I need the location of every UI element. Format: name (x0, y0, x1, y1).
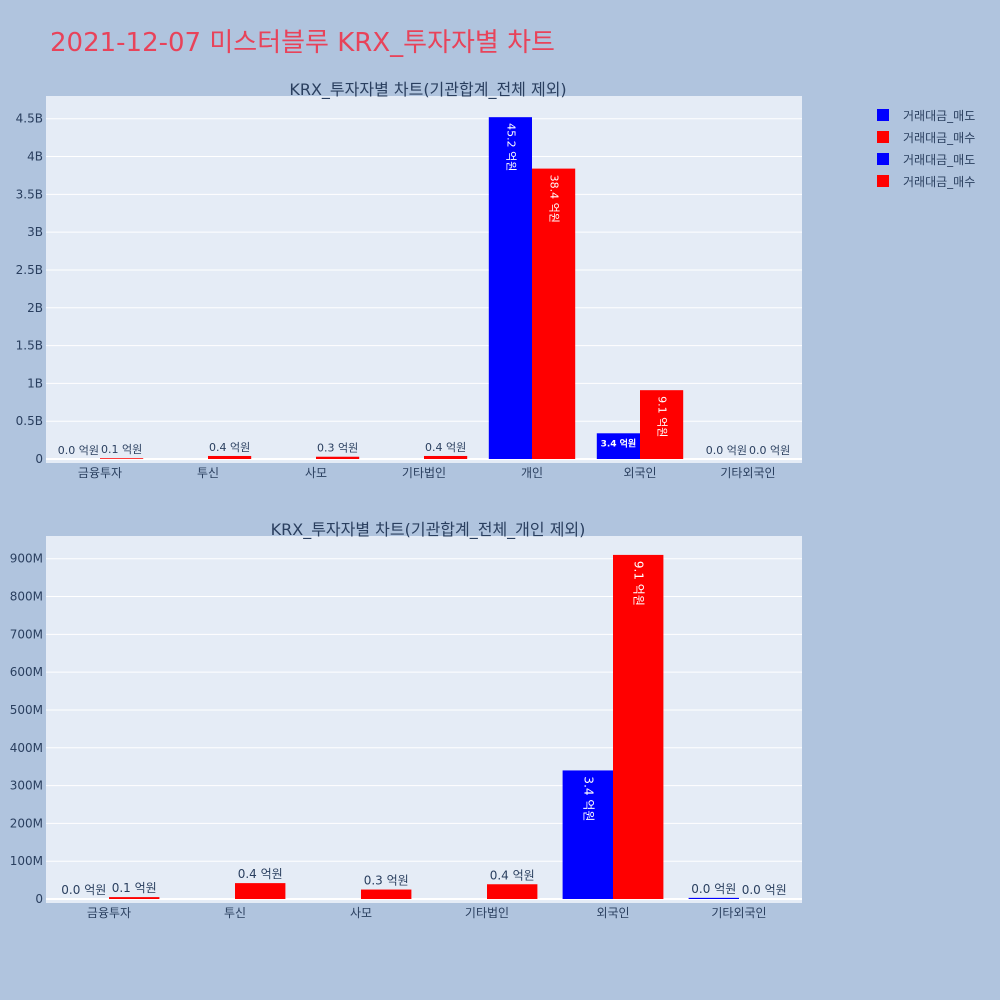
y-tick-label: 4.5B (16, 112, 43, 126)
legend-label: 거래대금_매수 (903, 131, 975, 145)
y-tick-label: 1B (27, 376, 43, 390)
legend-label: 거래대금_매수 (903, 175, 975, 189)
bar-buy (316, 456, 360, 459)
bar-buy (487, 884, 538, 899)
bar-buy (109, 897, 160, 899)
x-tick-label: 기타외국인 (720, 466, 775, 480)
bar-value-label: 0.4 억원 (238, 867, 283, 881)
bar-value-label: 0.3 억원 (317, 442, 358, 455)
bar-sell (488, 117, 532, 460)
bar-buy (532, 168, 576, 459)
chart-title: KRX_투자자별 차트(기관합계_전체 제외) (289, 80, 566, 100)
x-tick-label: 외국인 (596, 906, 629, 920)
bar-value-label: 3.4 억원 (581, 776, 595, 821)
bar-buy (235, 883, 286, 899)
bar-value-label: 0.0 억원 (742, 883, 787, 897)
y-tick-label: 200M (10, 816, 43, 830)
bar-value-label: 3.4 억원 (601, 437, 637, 449)
y-tick-label: 800M (10, 590, 43, 604)
y-tick-label: 700M (10, 627, 43, 641)
bar-value-label: 0.0 억원 (749, 444, 790, 457)
bar-value-label: 0.3 억원 (364, 874, 409, 888)
x-tick-label: 기타법인 (465, 906, 509, 920)
legend-swatch (877, 109, 889, 121)
bar-value-label: 0.1 억원 (101, 443, 142, 456)
chart-panel-2: 0 100M 200M 300M 400M 500M 600M 700M 800M 900M KRX… (10, 520, 802, 920)
bar-sell (596, 433, 640, 459)
y-tick-label: 0 (35, 892, 43, 906)
y-tick-label: 3.5B (16, 187, 43, 201)
x-tick-label: 기타외국인 (711, 906, 766, 920)
page-title: 2021-12-07 미스터블루 KRX_투자자별 차트 (50, 28, 555, 58)
bar-buy (613, 554, 664, 899)
y-tick-label: 400M (10, 741, 43, 755)
y-tick-label: 600M (10, 665, 43, 679)
y-tick-label: 300M (10, 779, 43, 793)
bar-buy (361, 889, 412, 899)
bar-sell (562, 770, 613, 899)
y-tick-label: 3B (27, 225, 43, 239)
bar-sell (688, 897, 739, 899)
bar-value-label: 38.4 억원 (548, 175, 561, 223)
bar-value-label: 9.1 억원 (656, 396, 669, 437)
legend-swatch (877, 153, 889, 165)
bar-value-label: 45.2 억원 (504, 123, 517, 171)
bar-buy (640, 390, 684, 459)
x-tick-label: 금융투자 (87, 906, 131, 920)
bar-value-label: 0.0 억원 (691, 882, 736, 896)
y-tick-label: 500M (10, 703, 43, 717)
y-tick-label: 900M (10, 552, 43, 566)
y-tick-label: 0.5B (16, 414, 43, 428)
y-tick-label: 2.5B (16, 263, 43, 277)
x-tick-label: 사모 (305, 466, 327, 480)
bar-buy (100, 458, 144, 459)
bar-buy (424, 455, 468, 459)
x-tick-label: 개인 (521, 466, 543, 480)
bar-value-label: 0.0 억원 (58, 444, 99, 457)
chart-panel-1: 0 0.5B 1B 1.5B 2B 2.5B 3B 3.5B 4B 4.5B KRX_투자자별 차트… (16, 80, 802, 480)
bar-value-label: 0.4 억원 (490, 868, 535, 882)
bar-value-label: 0.4 억원 (209, 441, 250, 454)
plot-area (46, 96, 802, 463)
bar-value-label: 9.1 억원 (632, 561, 646, 606)
bar-value-label: 0.0 억원 (706, 444, 747, 457)
bar-value-label: 0.4 억원 (425, 441, 466, 454)
y-tick-label: 2B (27, 301, 43, 315)
legend-swatch (877, 131, 889, 143)
bar-value-label: 0.1 억원 (112, 881, 157, 895)
y-tick-label: 1.5B (16, 339, 43, 353)
x-tick-label: 투신 (224, 906, 246, 920)
x-tick-label: 외국인 (623, 466, 656, 480)
x-tick-label: 사모 (350, 906, 372, 920)
bar-buy (208, 455, 252, 459)
bar-value-label: 0.0 억원 (61, 883, 106, 897)
x-tick-label: 기타법인 (402, 466, 446, 480)
x-tick-label: 투신 (197, 466, 219, 480)
chart-title: KRX_투자자별 차트(기관합계_전체_개인 제외) (271, 520, 586, 540)
y-tick-label: 0 (35, 452, 43, 466)
y-tick-label: 100M (10, 854, 43, 868)
legend-label: 거래대금_매도 (903, 153, 975, 167)
legend-label: 거래대금_매도 (903, 109, 975, 123)
plot-area (46, 536, 802, 903)
legend-swatch (877, 175, 889, 187)
y-tick-label: 4B (27, 150, 43, 164)
x-tick-label: 금융투자 (78, 466, 122, 480)
